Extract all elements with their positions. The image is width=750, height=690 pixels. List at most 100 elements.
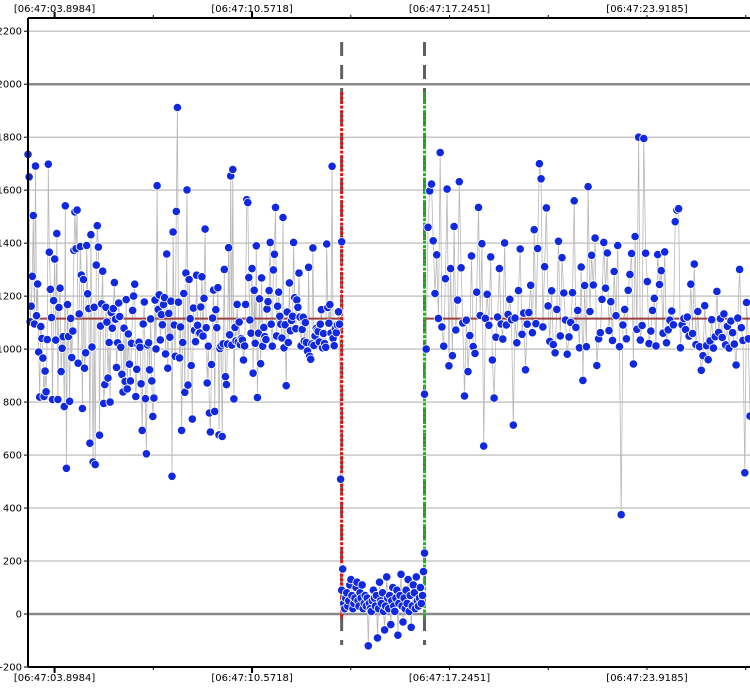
- data-point: [564, 332, 574, 342]
- data-point: [630, 231, 640, 242]
- data-point: [182, 185, 192, 195]
- data-point: [167, 471, 177, 481]
- data-point: [743, 334, 750, 344]
- data-point: [456, 263, 466, 273]
- data-point: [550, 348, 560, 358]
- data-point: [241, 299, 251, 309]
- data-point: [546, 286, 557, 296]
- y-tick-label: 0: [16, 610, 22, 621]
- data-point: [157, 320, 167, 330]
- data-point: [470, 348, 480, 358]
- data-point: [613, 240, 623, 251]
- data-point: [53, 394, 63, 405]
- data-point: [734, 264, 745, 274]
- data-point: [165, 332, 175, 342]
- data-point: [248, 368, 258, 378]
- data-point: [708, 343, 719, 353]
- data-point: [529, 225, 539, 235]
- data-point: [586, 250, 597, 260]
- data-point: [83, 289, 93, 299]
- data-point: [590, 233, 600, 243]
- data-point: [689, 259, 699, 269]
- data-point: [43, 159, 53, 169]
- data-point: [433, 313, 443, 323]
- data-point: [208, 313, 218, 323]
- data-point: [445, 263, 456, 274]
- data-point: [52, 229, 62, 239]
- data-point: [599, 237, 609, 247]
- data-point: [505, 294, 515, 304]
- data-point: [56, 366, 66, 377]
- data-point: [193, 320, 203, 330]
- data-point: [201, 323, 211, 333]
- data-point: [174, 353, 185, 363]
- data-point: [466, 251, 477, 261]
- data-point: [541, 203, 552, 213]
- data-point: [232, 299, 242, 309]
- data-point: [374, 577, 385, 587]
- data-point: [128, 305, 138, 315]
- data-point: [255, 359, 266, 369]
- data-point: [44, 247, 54, 257]
- data-point: [27, 271, 37, 281]
- data-point: [146, 314, 156, 324]
- data-point: [280, 320, 290, 330]
- data-point: [536, 174, 546, 184]
- data-point: [77, 403, 88, 414]
- data-point: [197, 272, 207, 282]
- data-point: [559, 288, 569, 298]
- data-point: [265, 237, 275, 247]
- data-point: [54, 302, 64, 313]
- data-point: [526, 280, 536, 290]
- data-point: [145, 365, 155, 375]
- y-tick-label: 1600: [0, 186, 22, 197]
- data-point: [243, 198, 253, 208]
- data-point: [379, 625, 390, 635]
- data-point: [41, 387, 51, 397]
- data-point: [211, 305, 221, 315]
- data-point: [213, 283, 223, 293]
- data-point: [727, 328, 738, 338]
- x-tick-label-top: [06:47:03.8984]: [14, 4, 95, 15]
- data-point: [423, 222, 433, 232]
- data-point: [303, 262, 314, 272]
- data-point: [637, 320, 647, 331]
- data-point: [121, 294, 131, 305]
- data-point: [152, 181, 162, 191]
- data-point: [520, 365, 531, 375]
- data-point: [272, 301, 283, 311]
- data-point: [256, 273, 267, 283]
- data-point: [137, 425, 147, 435]
- data-point: [308, 243, 318, 253]
- data-point: [139, 297, 149, 307]
- data-point: [447, 351, 457, 361]
- data-point: [588, 280, 598, 290]
- data-point: [224, 243, 234, 253]
- y-tick-label: 2200: [0, 27, 22, 38]
- data-point: [38, 353, 48, 363]
- data-point: [87, 342, 97, 352]
- data-point: [614, 342, 625, 352]
- data-point: [611, 311, 621, 321]
- data-point: [386, 619, 396, 630]
- data-point: [82, 240, 92, 251]
- data-point: [667, 306, 677, 316]
- data-point: [573, 305, 583, 315]
- data-point: [382, 572, 392, 582]
- data-point: [581, 342, 592, 352]
- data-point: [534, 159, 545, 169]
- data-point: [288, 237, 299, 247]
- data-point: [393, 630, 403, 640]
- data-point: [184, 274, 194, 285]
- data-point: [190, 337, 201, 347]
- data-point: [693, 306, 703, 317]
- data-point: [90, 459, 100, 470]
- data-point: [278, 212, 288, 223]
- data-point: [173, 297, 183, 307]
- data-point: [89, 302, 99, 312]
- data-point: [187, 414, 197, 424]
- data-point: [606, 297, 616, 307]
- data-point: [592, 360, 602, 371]
